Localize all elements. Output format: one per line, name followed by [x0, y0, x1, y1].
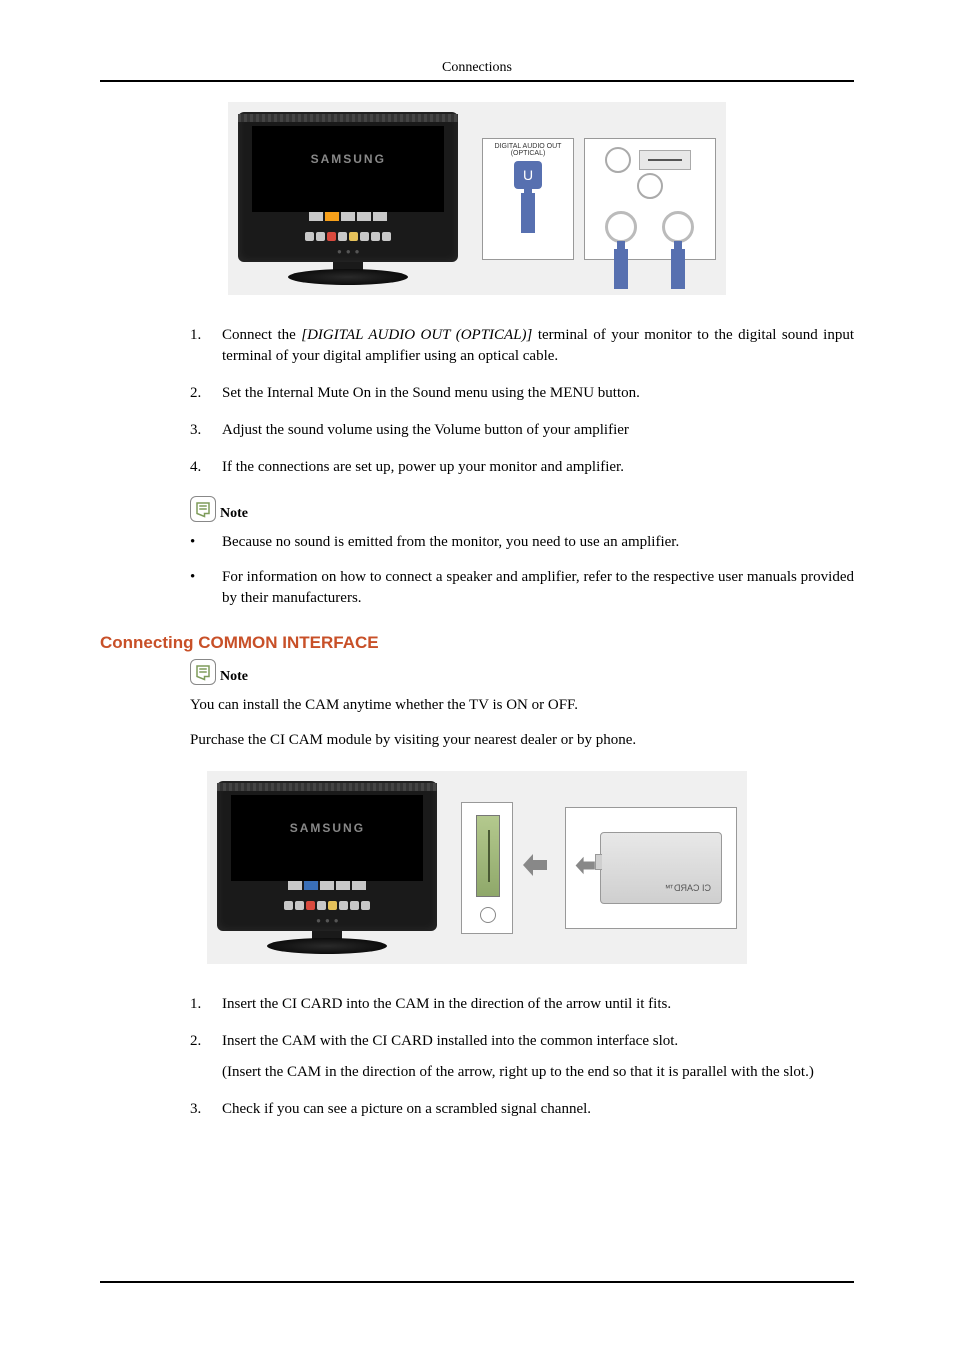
- monitor-illustration: SAMSUNG ● ● ●: [238, 112, 458, 285]
- list-item: 1. Connect the [DIGITAL AUDIO OUT (OPTIC…: [190, 325, 854, 367]
- optical-port-panel: DIGITAL AUDIO OUT (OPTICAL) U: [482, 138, 574, 260]
- step-number: 1.: [190, 994, 222, 1015]
- note-icon: [190, 659, 216, 685]
- step-number: 2.: [190, 383, 222, 404]
- list-item: • For information on how to connect a sp…: [190, 567, 854, 609]
- steps-list-ci: 1. Insert the CI CARD into the CAM in th…: [190, 994, 854, 1052]
- ci-card-icon: CI CARD™: [600, 832, 722, 904]
- note-bullet-list: • Because no sound is emitted from the m…: [190, 532, 854, 609]
- optical-cable-icon: [671, 249, 685, 289]
- step-text: Insert the CAM with the CI CARD installe…: [222, 1031, 678, 1052]
- monitor-brand-logo: SAMSUNG: [231, 821, 423, 835]
- note-label: Note: [220, 669, 248, 685]
- ci-card-panel: CI CARD™: [565, 807, 737, 929]
- step-text: Insert the CI CARD into the CAM in the d…: [222, 994, 671, 1015]
- note-label: Note: [220, 506, 248, 522]
- body-text: Purchase the CI CAM module by visiting y…: [190, 730, 854, 751]
- body-text: You can install the CAM anytime whether …: [190, 695, 854, 716]
- list-item: 2. Insert the CAM with the CI CARD insta…: [190, 1031, 854, 1052]
- bullet-icon: •: [190, 567, 222, 609]
- optical-cable-icon: [521, 193, 535, 233]
- ci-card-label: CI CARD™: [665, 883, 711, 893]
- header-rule: [100, 80, 854, 82]
- bullet-text: Because no sound is emitted from the mon…: [222, 532, 679, 553]
- ci-slot-icon: [476, 815, 500, 897]
- monitor-illustration: SAMSUNG ● ● ●: [217, 781, 437, 954]
- steps-list-ci-cont: 3. Check if you can see a picture on a s…: [190, 1099, 854, 1120]
- running-header: Connections: [100, 60, 854, 76]
- step-text: Adjust the sound volume using the Volume…: [222, 420, 629, 441]
- monitor-brand-logo: SAMSUNG: [252, 152, 444, 166]
- steps-list-optical: 1. Connect the [DIGITAL AUDIO OUT (OPTIC…: [190, 325, 854, 478]
- step-number: 4.: [190, 457, 222, 478]
- step-text: Connect the [DIGITAL AUDIO OUT (OPTICAL)…: [222, 325, 854, 367]
- ci-slot-panel: [461, 802, 513, 934]
- port-icon: [304, 881, 318, 890]
- list-item: 3. Adjust the sound volume using the Vol…: [190, 420, 854, 441]
- step-number: 1.: [190, 325, 222, 367]
- bullet-text: For information on how to connect a spea…: [222, 567, 854, 609]
- footer-rule: [100, 1281, 854, 1283]
- step-number: 3.: [190, 1099, 222, 1120]
- section-heading: Connecting COMMON INTERFACE: [100, 633, 854, 653]
- note-icon: [190, 496, 216, 522]
- note-block: Note: [190, 496, 854, 522]
- bullet-icon: •: [190, 532, 222, 553]
- optical-cable-icon: [614, 249, 628, 289]
- step-number: 2.: [190, 1031, 222, 1052]
- figure-optical-connection: SAMSUNG ● ● ● DIGITAL AUDIO OUT (OPTICAL…: [100, 102, 854, 295]
- step-text: Check if you can see a picture on a scra…: [222, 1099, 591, 1120]
- list-item: 1. Insert the CI CARD into the CAM in th…: [190, 994, 854, 1015]
- list-item: 2. Set the Internal Mute On in the Sound…: [190, 383, 854, 404]
- figure-ci-connection: SAMSUNG ● ● ●: [100, 771, 854, 964]
- step-text: If the connections are set up, power up …: [222, 457, 624, 478]
- arrow-left-icon: [521, 850, 551, 885]
- highlighted-port: [325, 212, 339, 221]
- step-number: 3.: [190, 420, 222, 441]
- step-subnote: (Insert the CAM in the direction of the …: [222, 1062, 854, 1083]
- list-item: 4. If the connections are set up, power …: [190, 457, 854, 478]
- step-text: Set the Internal Mute On in the Sound me…: [222, 383, 640, 404]
- list-item: • Because no sound is emitted from the m…: [190, 532, 854, 553]
- note-block: Note: [190, 659, 854, 685]
- amplifier-panel: [584, 138, 716, 260]
- optical-port-label: DIGITAL AUDIO OUT (OPTICAL): [483, 139, 573, 157]
- list-item: 3. Check if you can see a picture on a s…: [190, 1099, 854, 1120]
